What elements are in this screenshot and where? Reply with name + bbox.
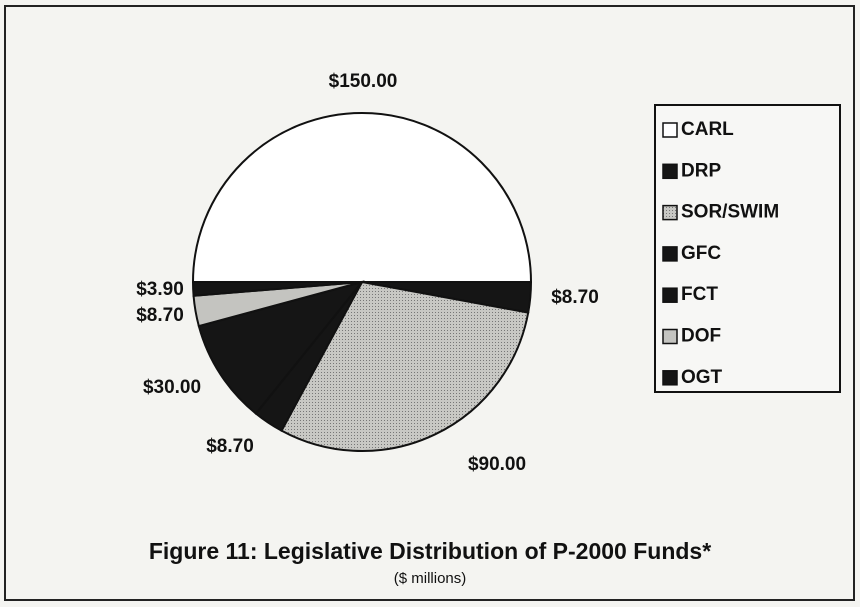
legend-label: SOR/SWIM <box>681 202 779 223</box>
chart-title: Figure 11: Legislative Distribution of P… <box>149 538 711 564</box>
data-label: $90.00 <box>468 454 526 475</box>
data-label: $3.90 <box>136 279 184 300</box>
legend-swatch <box>662 246 678 262</box>
legend-swatch <box>662 122 678 138</box>
legend-box <box>654 104 841 393</box>
data-label: $30.00 <box>143 377 201 398</box>
legend-label: CARL <box>681 119 734 140</box>
legend-swatch <box>662 204 678 221</box>
legend-label: DOF <box>681 326 721 347</box>
pie-slice <box>197 280 365 415</box>
pie-slice <box>191 112 533 283</box>
data-label: $150.00 <box>329 71 398 92</box>
legend-label: FCT <box>681 284 718 305</box>
data-label: $8.70 <box>136 305 184 326</box>
legend-swatch <box>662 163 678 180</box>
legend-label: OGT <box>681 367 723 388</box>
chart-subtitle: ($ millions) <box>394 570 467 587</box>
legend-swatch <box>662 370 678 386</box>
pie-slice <box>191 281 363 297</box>
legend-label: GFC <box>681 243 721 264</box>
legend-swatch <box>662 328 678 345</box>
pie-slice <box>280 280 530 452</box>
data-label: $8.70 <box>551 287 599 308</box>
legend-label: DRP <box>681 160 721 181</box>
data-label: $8.70 <box>206 436 254 457</box>
legend-swatch <box>662 287 678 303</box>
